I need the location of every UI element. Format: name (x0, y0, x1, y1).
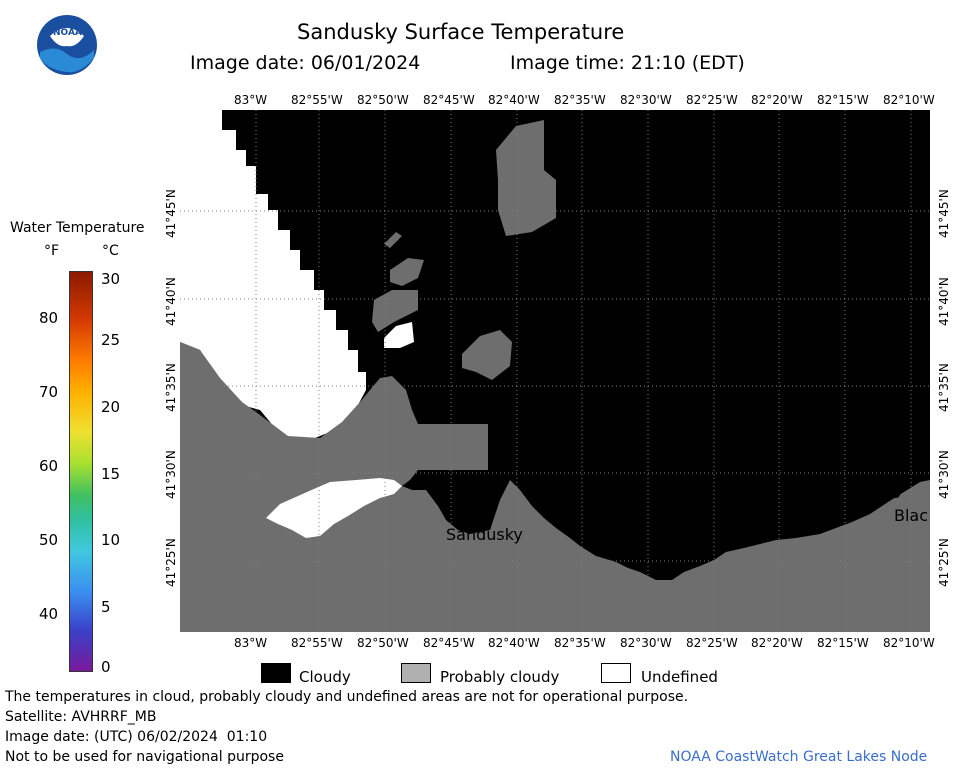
lon-label: 82°45'W (423, 93, 475, 107)
f-tick: 40 (39, 605, 59, 623)
legend-swatch-probably-cloudy (401, 663, 431, 683)
undefined-strip (266, 478, 402, 538)
probably-cloudy-island (462, 330, 512, 380)
lon-label: 82°40'W (488, 636, 540, 650)
legend-label-cloudy: Cloudy (299, 668, 351, 686)
f-tick: 80 (39, 309, 59, 327)
lat-label: 41°30'N (164, 450, 178, 499)
legend-swatch-cloudy (261, 663, 291, 683)
colorbar-title: Water Temperature (10, 220, 145, 236)
probably-cloudy-island (496, 120, 556, 236)
legend-label-undefined: Undefined (641, 668, 718, 686)
lon-label: 82°55'W (291, 636, 343, 650)
probably-cloudy-island (390, 258, 424, 286)
map-title: Sandusky Surface Temperature (297, 20, 625, 44)
map-panel (180, 110, 930, 632)
lon-label: 82°25'W (686, 93, 738, 107)
lon-label: 82°25'W (686, 636, 738, 650)
lat-label: 41°25'N (937, 538, 951, 587)
footer-nav-warning: Not to be used for navigational purpose (5, 749, 284, 765)
lat-label: 41°30'N (937, 450, 951, 499)
lon-label: 83°W (234, 93, 268, 107)
probably-cloudy-island (372, 290, 418, 332)
noaa-logo: NOAA (36, 14, 98, 76)
lat-label: 41°40'N (164, 277, 178, 326)
undefined-island (384, 322, 414, 348)
c-tick: 10 (101, 531, 121, 549)
noaa-logo-icon (37, 15, 97, 75)
city-marker (892, 490, 900, 498)
lon-label: 82°45'W (423, 636, 475, 650)
lon-label: 82°40'W (488, 93, 540, 107)
lon-label: 82°20'W (751, 636, 803, 650)
lon-label: 82°15'W (817, 93, 869, 107)
place-label-black-river: Blac (894, 506, 929, 525)
footer-disclaimer: The temperatures in cloud, probably clou… (5, 689, 689, 705)
f-tick: 70 (39, 383, 59, 401)
lon-label: 82°35'W (554, 93, 606, 107)
colorbar-unit-c: °C (102, 243, 119, 259)
lat-label: 41°45'N (937, 189, 951, 238)
lon-label: 82°30'W (620, 636, 672, 650)
c-tick: 15 (101, 465, 121, 483)
image-time: Image time: 21:10 (EDT) (510, 52, 745, 74)
lat-label: 41°35'N (164, 363, 178, 412)
lon-label: 82°50'W (357, 636, 409, 650)
c-tick: 25 (101, 331, 121, 349)
c-tick: 30 (101, 270, 121, 288)
c-tick: 5 (101, 598, 111, 616)
colorbar (69, 271, 93, 672)
legend-label-probably-cloudy: Probably cloudy (440, 668, 560, 686)
footer-satellite: Satellite: AVHRRF_MB (5, 709, 157, 725)
lon-label: 82°55'W (291, 93, 343, 107)
probably-cloudy-island (390, 232, 402, 242)
probably-cloudy-land (180, 342, 930, 632)
lat-label: 41°35'N (937, 363, 951, 412)
lon-label: 83°W (234, 636, 268, 650)
image-date: Image date: 06/01/2024 (190, 52, 421, 74)
footer-credit: NOAA CoastWatch Great Lakes Node (670, 749, 928, 765)
lat-label: 41°40'N (937, 277, 951, 326)
c-tick: 20 (101, 398, 121, 416)
lon-label: 82°15'W (817, 636, 869, 650)
f-tick: 60 (39, 457, 59, 475)
lon-label: 82°50'W (357, 93, 409, 107)
lon-label: 82°30'W (620, 93, 672, 107)
lon-label: 82°10'W (883, 93, 935, 107)
place-label-sandusky: Sandusky (446, 525, 523, 544)
legend-swatch-undefined (601, 663, 631, 683)
footer-utc-date: Image date: (UTC) 06/02/2024 01:10 (5, 729, 268, 745)
lat-label: 41°45'N (164, 189, 178, 238)
lon-label: 82°35'W (554, 636, 606, 650)
colorbar-unit-f: °F (44, 243, 60, 259)
logo-text: NOAA (53, 28, 82, 38)
graticule (180, 110, 930, 632)
lat-label: 41°25'N (164, 538, 178, 587)
f-tick: 50 (39, 531, 59, 549)
lon-label: 82°20'W (751, 93, 803, 107)
c-tick: 0 (101, 658, 111, 676)
undefined-area (180, 110, 366, 440)
lon-label: 82°10'W (883, 636, 935, 650)
